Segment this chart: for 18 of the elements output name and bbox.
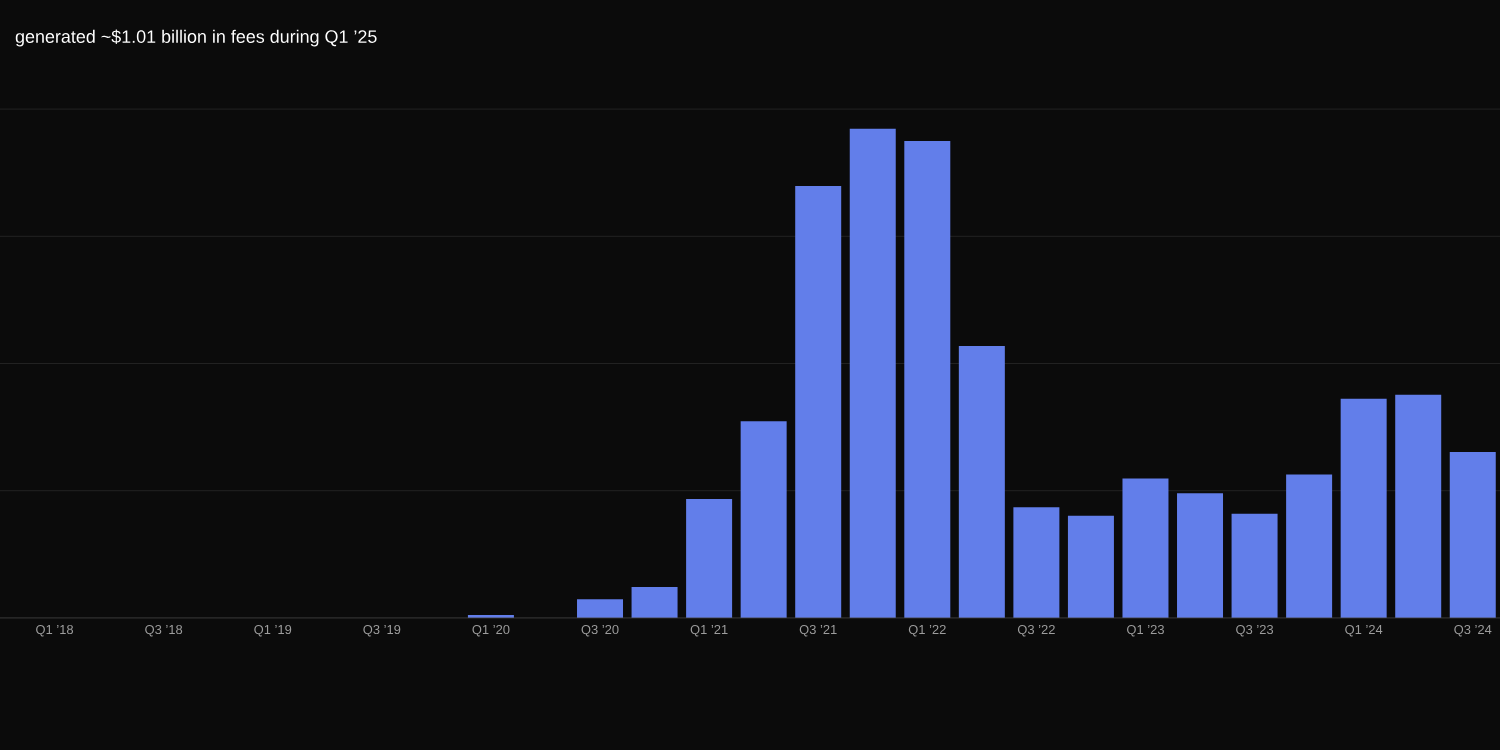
bar <box>1231 513 1278 618</box>
bar <box>1286 474 1333 618</box>
bar <box>686 499 733 618</box>
bar <box>1013 507 1060 618</box>
bar <box>631 587 678 618</box>
bar <box>1395 394 1442 618</box>
bar <box>958 345 1005 618</box>
chart-title: generated ~$1.01 billion in fees during Q1 ’25 <box>15 29 377 47</box>
bar <box>1122 478 1169 618</box>
bar <box>1177 493 1224 618</box>
bar <box>795 185 842 618</box>
bar <box>740 421 787 618</box>
bar <box>904 140 951 618</box>
bar <box>577 599 624 618</box>
bar <box>849 128 896 618</box>
bar <box>1449 452 1496 618</box>
bar <box>1340 398 1387 618</box>
bar <box>1067 515 1114 618</box>
